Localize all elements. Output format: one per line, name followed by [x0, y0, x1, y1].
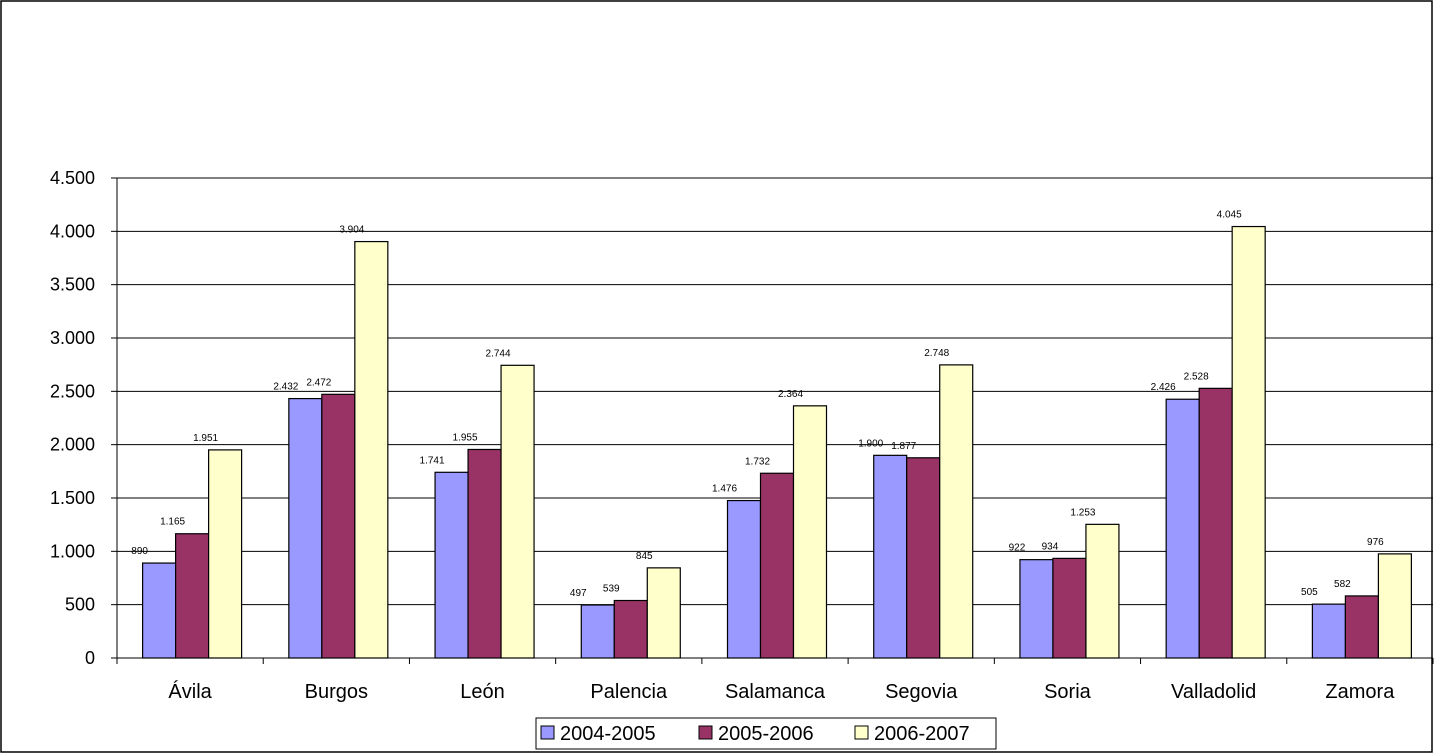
x-tick-label: Ávila [168, 680, 212, 703]
y-axis-ticks: 0 500 1.000 1.500 2.000 2.500 3.000 3.500 4.000 4… [50, 168, 95, 668]
bar-2004-2005 [288, 397, 323, 659]
y-tick-label: 2.500 [50, 381, 95, 401]
data-label: 1.165 [160, 517, 185, 528]
x-tick-label: Segovia [885, 681, 958, 703]
y-tick-label: 0 [85, 648, 95, 668]
x-axis-ticks: Ávila Burgos León Palencia Salamanca Segovia S… [168, 680, 1395, 703]
x-tick-label: Salamanca [725, 681, 826, 703]
data-label: 2.364 [778, 389, 803, 400]
bar-2006-2007 [939, 364, 974, 659]
x-tick-label: Soria [1044, 681, 1092, 703]
y-tick-label: 4.000 [50, 221, 95, 241]
x-tick-label: León [460, 681, 505, 703]
bar-2006-2007 [646, 567, 681, 659]
data-label: 1.951 [193, 433, 218, 444]
x-tick-label: Valladolid [1171, 681, 1256, 703]
bar-2006-2007 [354, 240, 389, 659]
data-label: 497 [570, 588, 587, 599]
legend-label: 2006-2007 [874, 723, 970, 745]
data-label: 505 [1301, 587, 1318, 598]
data-label: 4.045 [1217, 210, 1242, 221]
data-label: 890 [131, 546, 148, 557]
y-tick-label: 3.000 [50, 328, 95, 348]
bar-2006-2007 [1377, 553, 1412, 659]
bar-2005-2006 [1052, 557, 1087, 659]
data-label: 1.253 [1070, 507, 1095, 518]
data-label: 976 [1367, 537, 1384, 548]
y-tick-label: 1.000 [50, 541, 95, 561]
data-label: 934 [1042, 541, 1059, 552]
bar-2004-2005 [873, 454, 908, 659]
bar-2005-2006 [467, 448, 502, 659]
data-label: 1.900 [858, 438, 883, 449]
data-label: 845 [636, 551, 653, 562]
bar-2004-2005 [142, 562, 177, 659]
data-label: 922 [1009, 543, 1026, 554]
bar-2004-2005 [1311, 603, 1346, 659]
x-tick-label: Burgos [305, 681, 368, 703]
legend-label: 2005-2006 [718, 723, 814, 745]
data-label: 2.432 [273, 382, 298, 393]
legend: 2004-2005 2005-2006 2006-2007 [535, 717, 997, 750]
bars [142, 225, 1412, 659]
axes [111, 177, 1434, 664]
bar-2005-2006 [1198, 387, 1233, 659]
legend-swatch [698, 725, 713, 740]
legend-box [535, 717, 997, 750]
bar-2004-2005 [726, 499, 762, 659]
bar-2005-2006 [613, 599, 648, 659]
bar-2006-2007 [500, 364, 535, 659]
bar-2005-2006 [759, 472, 795, 659]
bar-2006-2007 [792, 405, 828, 659]
x-tick-label: Zamora [1325, 681, 1395, 703]
data-label: 2.744 [486, 348, 511, 359]
bar-2005-2006 [175, 533, 210, 659]
bar-2005-2006 [1344, 595, 1379, 659]
x-tick-label: Palencia [590, 681, 668, 703]
bar-2004-2005 [1019, 559, 1054, 659]
bar-2006-2007 [1231, 225, 1266, 659]
bar-2005-2006 [321, 393, 356, 659]
data-label: 1.877 [891, 441, 916, 452]
bar-2005-2006 [906, 457, 941, 659]
legend-swatch [540, 725, 555, 740]
data-label: 1.955 [453, 432, 478, 443]
data-label: 582 [1334, 579, 1351, 590]
data-label: 2.528 [1184, 371, 1209, 382]
y-tick-label: 500 [65, 595, 95, 615]
data-label: 539 [603, 584, 620, 595]
bar-2004-2005 [580, 604, 615, 659]
y-tick-label: 2.000 [50, 435, 95, 455]
y-tick-label: 4.500 [50, 168, 95, 188]
data-label: 1.741 [420, 455, 445, 466]
data-label: 2.748 [924, 348, 949, 359]
bar-2006-2007 [1085, 523, 1120, 659]
data-labels: 890 1.165 1.951 2.432 2.472 3.904 1.741 1.955 2.… [131, 210, 1384, 599]
legend-swatch [854, 725, 869, 740]
data-label: 1.732 [745, 456, 770, 467]
data-label: 2.472 [306, 377, 331, 388]
data-label: 1.476 [712, 484, 737, 495]
y-tick-label: 3.500 [50, 275, 95, 295]
legend-label: 2004-2005 [560, 723, 656, 745]
bar-2006-2007 [208, 449, 243, 659]
bar-2004-2005 [434, 471, 469, 659]
data-label: 3.904 [339, 225, 364, 236]
bar-2004-2005 [1165, 398, 1200, 659]
data-label: 2.426 [1151, 382, 1176, 393]
y-tick-label: 1.500 [50, 488, 95, 508]
